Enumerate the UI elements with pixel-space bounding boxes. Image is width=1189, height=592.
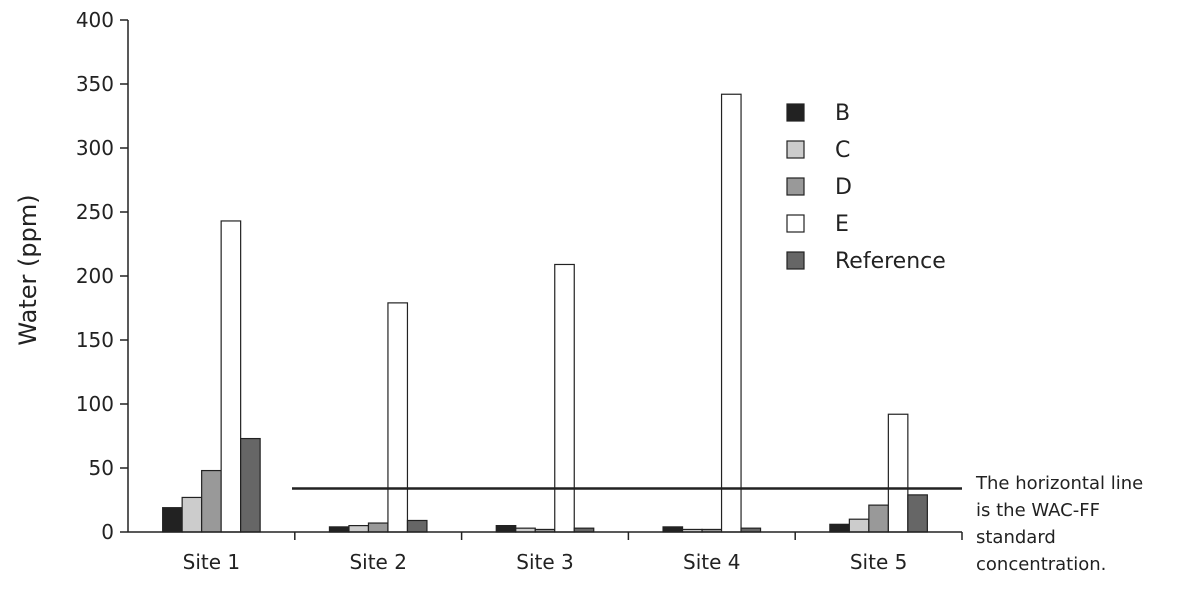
legend-swatch [786, 140, 805, 159]
bar-b [328, 526, 350, 533]
bar-d [367, 522, 389, 533]
bar-b [162, 507, 183, 533]
y-tick-label: 0 [101, 520, 114, 544]
legend-label: C [835, 138, 850, 163]
y-tick-label: 200 [76, 264, 114, 288]
y-axis-title: Water (ppm) [14, 194, 42, 345]
legend-swatch [786, 177, 805, 196]
y-tick-label: 250 [76, 200, 114, 224]
x-tick-label: Site 1 [183, 550, 240, 574]
x-tick-label: Site 2 [349, 550, 406, 574]
y-tick-label: 50 [89, 456, 114, 480]
y-tick-label: 350 [76, 72, 114, 96]
bar-b [495, 524, 517, 533]
x-axis-tick-labels: Site 1 Site 2 Site 3 Site 4 Site 5 [183, 550, 908, 574]
y-tick-label: 300 [76, 136, 114, 160]
legend-label: E [835, 212, 849, 237]
annotation-note: The horizontal line is the WAC-FF standa… [976, 470, 1186, 578]
bar-b [662, 526, 684, 533]
legend-swatch [786, 251, 805, 270]
x-tick-label: Site 3 [516, 550, 573, 574]
bar-reference [240, 437, 261, 533]
bar-reference [907, 494, 928, 533]
bar-e [887, 413, 909, 533]
bar-e [720, 93, 742, 533]
bar-c [181, 496, 203, 533]
y-tick-label: 150 [76, 328, 114, 352]
legend-swatch [786, 214, 805, 233]
note-line: is the WAC-FF [976, 500, 1100, 521]
bar-b [829, 523, 850, 533]
y-tick-label: 400 [76, 8, 114, 32]
bar-d [868, 504, 889, 533]
axes [127, 20, 963, 540]
bar-e [220, 220, 242, 533]
note-line: concentration. [976, 554, 1107, 575]
bar-reference [406, 519, 428, 533]
bar-c [848, 518, 870, 533]
bar-e [554, 263, 575, 533]
note-line: The horizontal line [976, 473, 1144, 494]
note-line: standard [976, 527, 1056, 548]
legend-label: B [835, 101, 850, 126]
bar-c [348, 524, 370, 533]
x-tick-label: Site 4 [683, 550, 740, 574]
x-tick-label: Site 5 [850, 550, 907, 574]
legend-label: Reference [835, 249, 946, 274]
bar-e [387, 302, 409, 533]
bar-d [201, 469, 222, 533]
y-axis-ticks: 0 50 100 150 200 250 300 350 400 [76, 8, 128, 544]
y-tick-label: 100 [76, 392, 114, 416]
legend-label: D [835, 175, 852, 200]
legend-swatch [786, 103, 805, 122]
bars [162, 93, 928, 533]
